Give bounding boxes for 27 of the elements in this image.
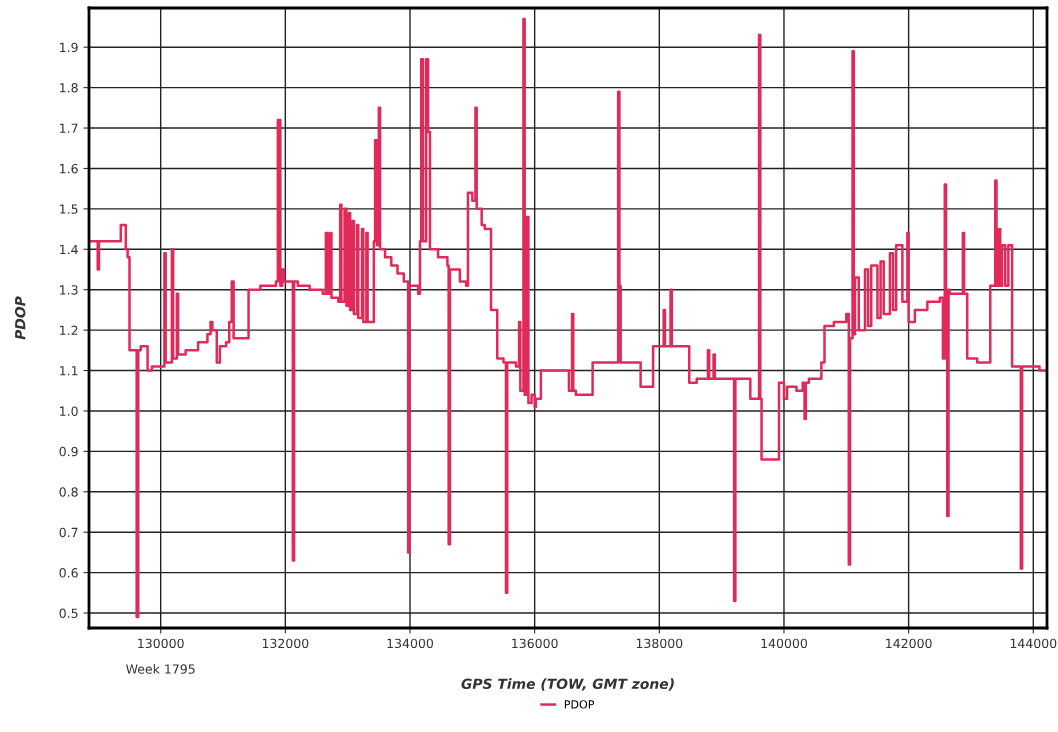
- y-tick-label: 1.5: [60, 204, 78, 214]
- y-tick-label: 1.1: [60, 366, 78, 376]
- legend-label: PDOP: [564, 700, 595, 709]
- y-tick-label: 1.3: [60, 285, 78, 295]
- y-tick-label: 1.8: [60, 83, 78, 93]
- x-tick-label: 130000: [138, 638, 184, 649]
- y-tick-label: 1.7: [60, 123, 78, 133]
- x-axis-title: GPS Time (TOW, GMT zone): [461, 678, 674, 691]
- text: Week 1795: [126, 664, 195, 674]
- x-tick-label: 140000: [761, 638, 807, 649]
- x-tick-label: 134000: [387, 638, 434, 649]
- y-tick-label: 0.7: [59, 527, 78, 538]
- y-tick-label: 1.4: [60, 244, 78, 255]
- y-tick-label: 0.6: [59, 568, 78, 578]
- y-tick-label: 0.5: [59, 608, 78, 618]
- y-tick-label: 1.0: [60, 406, 78, 416]
- x-tick-label: 144000: [1010, 638, 1057, 649]
- x-tick-label: 132000: [262, 638, 309, 649]
- y-tick-label: 1.9: [60, 42, 78, 53]
- x-tick-label: 138000: [636, 638, 683, 649]
- x-tick-label: 136000: [512, 638, 558, 649]
- x-tick-label: 142000: [886, 638, 932, 649]
- y-tick-label: 0.8: [59, 487, 78, 497]
- y-tick-label: 0.9: [59, 446, 78, 457]
- y-tick-label: 1.2: [60, 325, 78, 335]
- y-tick-label: 1.6: [60, 163, 78, 174]
- y-axis-title: PDOP: [14, 296, 26, 340]
